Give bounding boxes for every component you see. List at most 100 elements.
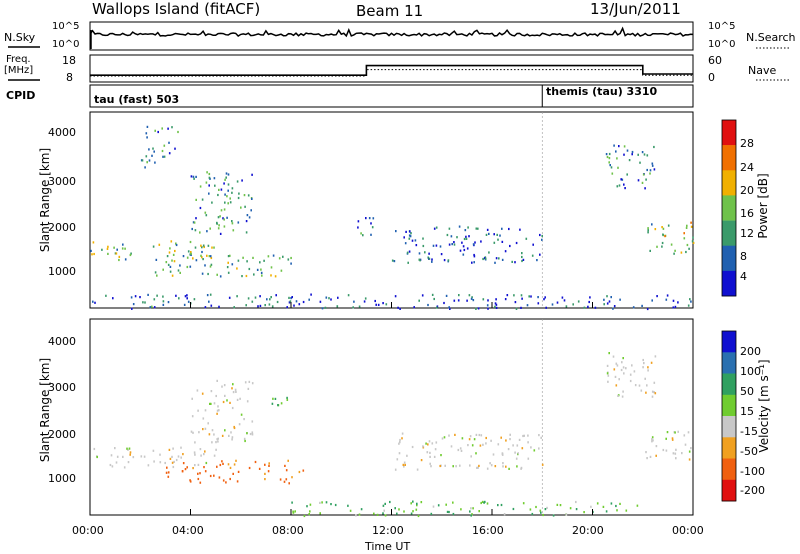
- velocity-cell: [690, 447, 692, 450]
- power-cell: [224, 193, 226, 196]
- velocity-cell: [401, 437, 403, 440]
- power-cell: [539, 233, 541, 237]
- velocity-cell: [518, 438, 521, 441]
- velocity-cell: [477, 466, 479, 469]
- velocity-cell: [286, 398, 289, 401]
- power-cell: [290, 262, 292, 265]
- velocity-cell: [334, 503, 337, 507]
- velocity-cell: [654, 355, 657, 358]
- power-cell: [385, 303, 388, 306]
- freq-tick-high: 18: [62, 54, 76, 67]
- power-cell: [124, 247, 126, 250]
- velocity-cell: [478, 433, 481, 437]
- velocity-cell: [427, 443, 429, 446]
- velocity-colorbar-frame: [721, 330, 737, 502]
- velocity-cell: [662, 448, 665, 452]
- beam-title: Beam 11: [356, 2, 424, 20]
- velocity-cell: [485, 442, 487, 445]
- velocity-cell: [271, 402, 274, 405]
- power-cell: [152, 147, 154, 150]
- velocity-cell: [403, 461, 406, 464]
- nave-label: Nave: [748, 64, 777, 77]
- power-cell: [651, 299, 653, 302]
- power-cell: [208, 192, 210, 195]
- velocity-cell: [203, 466, 205, 469]
- power-cell: [465, 235, 467, 238]
- power-cell: [428, 252, 430, 255]
- power-cell: [646, 307, 649, 311]
- power-cell: [473, 255, 476, 258]
- power-cell: [237, 259, 240, 262]
- power-cell: [357, 226, 359, 229]
- power-cell: [227, 261, 229, 264]
- freq-tick-low: 8: [66, 71, 73, 84]
- power-cell: [370, 222, 372, 225]
- velocity-cell: [190, 430, 193, 433]
- velocity-cell: [575, 500, 577, 504]
- velocity-cell: [651, 438, 653, 441]
- velocity-cell: [687, 431, 690, 434]
- velocity-cell: [478, 464, 480, 467]
- power-cell: [162, 155, 164, 158]
- power-cell: [486, 304, 489, 307]
- power-cell: [572, 303, 574, 306]
- power-cell: [169, 265, 172, 268]
- velocity-cell: [189, 480, 192, 483]
- power-cell: [290, 297, 292, 300]
- velocity-cell: [172, 447, 174, 450]
- velocity-cell: [232, 383, 234, 386]
- power-cell: [165, 261, 168, 264]
- power-cell: [613, 305, 616, 308]
- power-cell: [227, 202, 229, 205]
- velocity-cell: [349, 509, 352, 512]
- power-cell: [298, 303, 301, 306]
- power-cell: [241, 179, 243, 182]
- velocity-cell: [226, 399, 228, 402]
- power-cell: [337, 296, 339, 299]
- velocity-cell: [347, 504, 349, 507]
- velocity-cell: [168, 448, 171, 451]
- power-cell: [519, 228, 521, 231]
- power-cell: [665, 298, 668, 301]
- power-cell: [207, 244, 210, 247]
- velocity-cell: [420, 501, 423, 504]
- velocity-cell: [469, 464, 471, 467]
- power-cell: [407, 261, 409, 264]
- velocity-cell: [231, 436, 234, 439]
- power-cell: [130, 296, 133, 299]
- velocity-cell: [194, 464, 196, 467]
- velocity-cell: [284, 464, 286, 467]
- power-cell: [217, 227, 220, 230]
- power-cell: [206, 254, 208, 257]
- power-cell: [499, 234, 501, 237]
- velocity-cell: [213, 402, 216, 405]
- power-cell: [162, 295, 164, 298]
- power-cell: [218, 224, 220, 227]
- power-cell: [683, 237, 686, 240]
- velocity-cell: [671, 437, 674, 440]
- power-cell: [90, 249, 92, 252]
- power-cell: [370, 233, 372, 236]
- power-cell: [539, 253, 541, 256]
- power-cell: [226, 266, 229, 269]
- velocity-cell: [200, 454, 202, 457]
- velocity-cell: [227, 463, 230, 466]
- power-cell: [432, 244, 435, 247]
- velocity-cell: [681, 452, 683, 455]
- velocity-cell: [402, 463, 405, 466]
- power-cell: [153, 298, 156, 301]
- power-cell: [207, 272, 209, 276]
- power-cell: [662, 233, 664, 236]
- power-cell: [210, 263, 213, 266]
- velocity-cell: [171, 455, 173, 458]
- power-cell: [113, 246, 115, 249]
- velocity-cell: [182, 462, 185, 465]
- velocity-cell: [384, 502, 386, 505]
- power-cell: [286, 306, 288, 309]
- velocity-cell: [508, 467, 510, 470]
- power-cell: [169, 270, 172, 273]
- power-cell: [686, 224, 688, 227]
- power-cell: [141, 159, 144, 162]
- velocity-cell: [308, 513, 310, 516]
- power-cell: [603, 303, 605, 306]
